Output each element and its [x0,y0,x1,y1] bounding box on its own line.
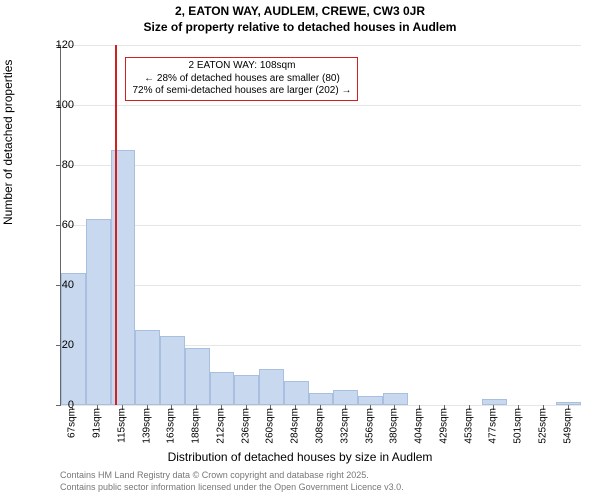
xtick-label: 284sqm [290,408,301,444]
xtick-label: 308sqm [315,408,326,444]
footer-line1: Contains HM Land Registry data © Crown c… [60,470,369,480]
annotation-line: 2 EATON WAY: 108sqm [132,60,351,73]
xtick-label: 453sqm [463,408,474,444]
xtick-label: 380sqm [389,408,400,444]
histogram-bar [309,393,334,405]
histogram-bar [86,219,111,405]
ytick-label: 120 [44,39,74,51]
gridline [61,45,581,46]
histogram-bar [160,336,185,405]
ytick-label: 100 [44,99,74,111]
xtick-label: 115sqm [116,408,127,443]
xtick-label: 91sqm [92,408,103,438]
footer-line2: Contains public sector information licen… [60,482,404,492]
ytick-label: 20 [44,339,74,351]
xtick-label: 212sqm [215,408,226,444]
xtick-label: 163sqm [166,408,177,444]
xtick-label: 139sqm [141,408,152,444]
gridline [61,225,581,226]
annotation-line: ← 28% of detached houses are smaller (80… [132,73,351,86]
gridline [61,105,581,106]
histogram-bar [358,396,383,405]
xtick-label: 549sqm [562,408,573,444]
xtick-label: 429sqm [438,408,449,444]
ytick-label: 40 [44,279,74,291]
gridline [61,285,581,286]
xtick-label: 260sqm [265,408,276,444]
histogram-bar [284,381,309,405]
histogram-bar [383,393,408,405]
plot-area: 2 EATON WAY: 108sqm← 28% of detached hou… [60,45,581,406]
xtick-label: 67sqm [67,408,78,438]
histogram-bar [259,369,284,405]
x-axis-label: Distribution of detached houses by size … [0,450,600,464]
xtick-label: 356sqm [364,408,375,444]
chart-title-line1: 2, EATON WAY, AUDLEM, CREWE, CW3 0JR [0,4,600,18]
histogram-bar [185,348,210,405]
reference-line [115,45,117,405]
chart-title-line2: Size of property relative to detached ho… [0,20,600,34]
xtick-label: 501sqm [513,408,524,444]
histogram-bar [111,150,136,405]
ytick-label: 60 [44,219,74,231]
xtick-label: 477sqm [488,408,499,444]
xtick-label: 188sqm [191,408,202,444]
histogram-bar [210,372,235,405]
histogram-bar [333,390,358,405]
gridline [61,165,581,166]
xtick-label: 332sqm [339,408,350,444]
xtick-label: 236sqm [240,408,251,444]
chart-container: 2, EATON WAY, AUDLEM, CREWE, CW3 0JR Siz… [0,0,600,500]
histogram-bar [234,375,259,405]
ytick-label: 80 [44,159,74,171]
histogram-bar [135,330,160,405]
xtick-label: 525sqm [537,408,548,444]
y-axis-label: Number of detached properties [1,60,15,225]
annotation-box: 2 EATON WAY: 108sqm← 28% of detached hou… [125,57,358,101]
xtick-label: 404sqm [414,408,425,444]
annotation-line: 72% of semi-detached houses are larger (… [132,85,351,98]
